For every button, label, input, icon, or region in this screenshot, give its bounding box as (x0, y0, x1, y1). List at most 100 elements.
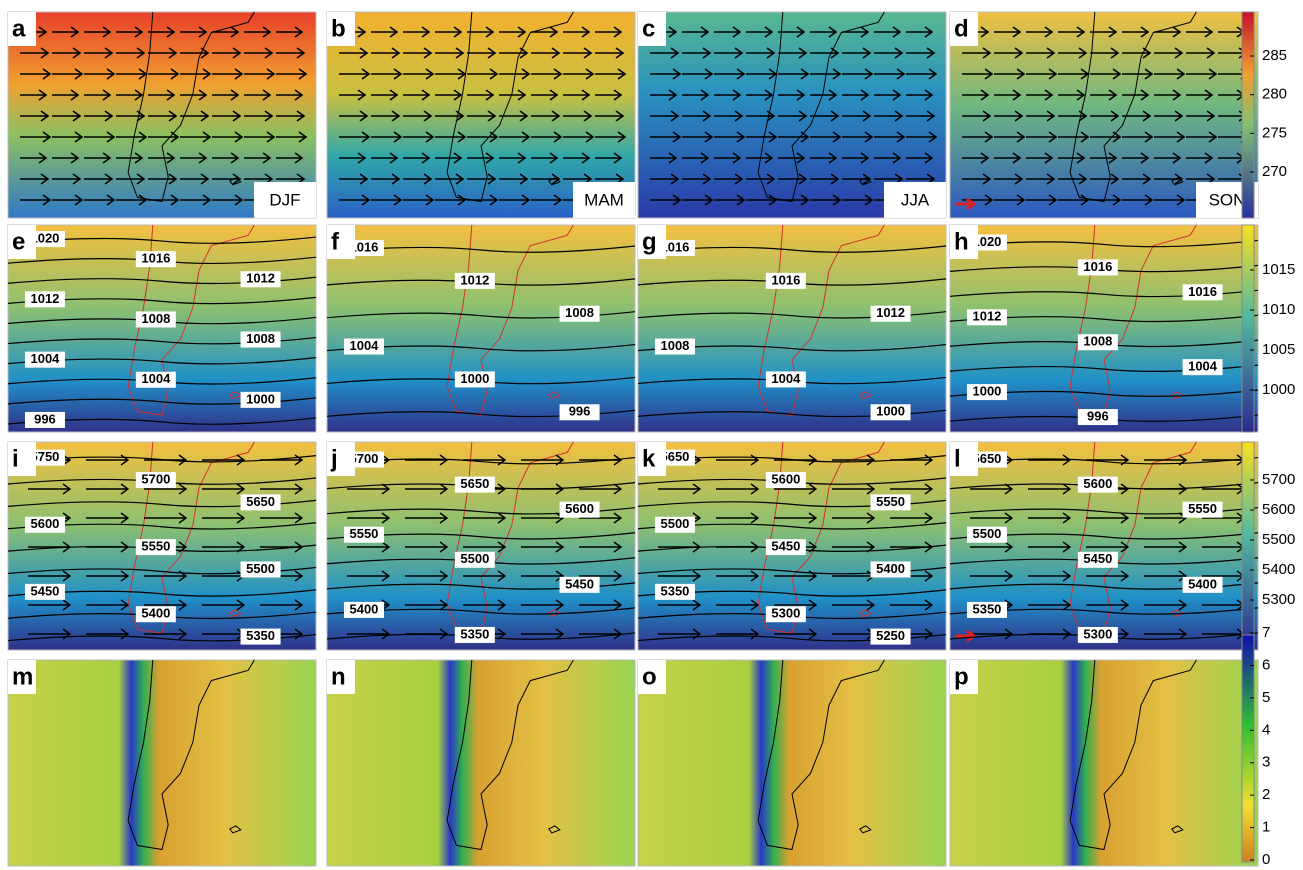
contour-label: 5400 (876, 561, 905, 576)
contour-label: 5600 (30, 516, 59, 531)
map-panel (327, 442, 635, 650)
map-panel (950, 660, 1258, 866)
map-panel (638, 660, 946, 866)
contour-label: 5500 (460, 551, 489, 566)
contour-label: 5400 (1188, 576, 1217, 591)
contour-label: 1016 (1188, 284, 1217, 299)
contour-label: 5450 (30, 583, 59, 598)
contour-label: 5650 (246, 494, 275, 509)
colorbar-tick-label: 1010 (1262, 301, 1295, 318)
colorbar-tick-label: 5500 (1262, 531, 1295, 548)
panel-letter: b (331, 15, 346, 42)
colorbar-tick-label: 275 (1262, 124, 1287, 141)
contour-label: 1016 (141, 251, 170, 266)
season-label: JJA (901, 190, 930, 209)
colorbar-tick-label: 285 (1262, 47, 1287, 64)
colorbar-tick-label: 1005 (1262, 341, 1295, 358)
contour-label: 5400 (141, 606, 170, 621)
contour-label: 5500 (972, 526, 1001, 541)
contour-label: 5700 (141, 471, 170, 486)
contour-label: 1004 (30, 351, 60, 366)
contour-label: 5600 (565, 501, 594, 516)
contour-label: 5450 (1083, 551, 1112, 566)
panel-letter: l (954, 445, 961, 472)
panel-letter: m (12, 663, 33, 690)
contour-label: 5500 (246, 561, 275, 576)
contour-label: 1004 (141, 371, 171, 386)
colorbar-tick-label: 6 (1262, 656, 1270, 673)
colorbar-tick-label: 5400 (1262, 561, 1295, 578)
panel-letter: o (642, 663, 657, 690)
contour-label: 5550 (876, 494, 905, 509)
contour-label: 5350 (972, 601, 1001, 616)
contour-label: 1004 (349, 338, 379, 353)
panel-letter: e (12, 228, 25, 255)
map-panel (8, 660, 316, 866)
panel-letter: g (642, 228, 657, 255)
season-label: MAM (584, 190, 624, 209)
colorbar-tick-label: 5300 (1262, 591, 1295, 608)
contour-label: 1008 (246, 331, 275, 346)
contour-label: 5500 (660, 516, 689, 531)
colorbar-tick-label: 1000 (1262, 381, 1295, 398)
panel-letter: h (954, 228, 969, 255)
contour-label: 1008 (565, 305, 594, 320)
colorbar-tick-label: 5 (1262, 689, 1270, 706)
panel-letter: n (331, 663, 346, 690)
contour-label: 5550 (141, 539, 170, 554)
colorbar-tick-label: 5700 (1262, 471, 1295, 488)
contour-label: 1016 (771, 272, 800, 287)
contour-label: 5350 (246, 628, 275, 643)
map-panel (950, 225, 1258, 432)
map-panel (950, 442, 1258, 650)
colorbar-tick-label: 2 (1262, 786, 1270, 803)
colorbar-tick-label: 7 (1262, 624, 1270, 641)
panel-letter: j (330, 445, 338, 472)
colorbar-tick-label: 1 (1262, 819, 1270, 836)
contour-label: 1000 (972, 384, 1001, 399)
contour-label: 5600 (771, 471, 800, 486)
contour-label: 1012 (30, 291, 59, 306)
colorbar-tick-label: 280 (1262, 86, 1287, 103)
contour-label: 5250 (876, 628, 905, 643)
colorbar-tick-label: 5600 (1262, 501, 1295, 518)
contour-label: 5550 (1188, 501, 1217, 516)
map-panel (638, 225, 946, 432)
colorbar (1242, 442, 1254, 650)
panel-letter: d (954, 15, 969, 42)
season-label: SON (1209, 190, 1246, 209)
panel-letter: k (642, 445, 656, 472)
colorbar-tick-label: 1015 (1262, 261, 1295, 278)
figure: aDJFbMAMcJJAdSON285280275270102010161012… (0, 0, 1303, 870)
panel-letter: a (12, 15, 26, 42)
season-label: DJF (269, 190, 300, 209)
contour-label: 5400 (349, 601, 378, 616)
contour-label: 5300 (1083, 626, 1112, 641)
contour-label: 1000 (876, 404, 905, 419)
contour-label: 5450 (565, 576, 594, 591)
colorbar-tick-label: 3 (1262, 754, 1270, 771)
contour-label: 5550 (349, 526, 378, 541)
contour-label: 1000 (460, 371, 489, 386)
contour-label: 1012 (246, 271, 275, 286)
contour-label: 1016 (1083, 259, 1112, 274)
contour-label: 1012 (972, 309, 1001, 324)
contour-label: 1008 (141, 311, 170, 326)
contour-label: 5350 (660, 583, 689, 598)
contour-label: 1000 (246, 391, 275, 406)
colorbar-tick-label: 270 (1262, 163, 1287, 180)
colorbar-tick-label: 4 (1262, 721, 1270, 738)
contour-label: 1008 (660, 338, 689, 353)
contour-label: 1004 (771, 371, 801, 386)
contour-label: 1012 (460, 272, 489, 287)
colorbar (1242, 225, 1254, 432)
contour-label: 5650 (460, 476, 489, 491)
map-panel (327, 225, 635, 432)
panel-letter: p (954, 663, 969, 690)
contour-label: 5350 (460, 626, 489, 641)
contour-label: 5600 (1083, 476, 1112, 491)
panel-letter: c (642, 15, 655, 42)
contour-label: 996 (569, 404, 591, 419)
contour-label: 1012 (876, 305, 905, 320)
panel-letter: f (331, 228, 340, 255)
